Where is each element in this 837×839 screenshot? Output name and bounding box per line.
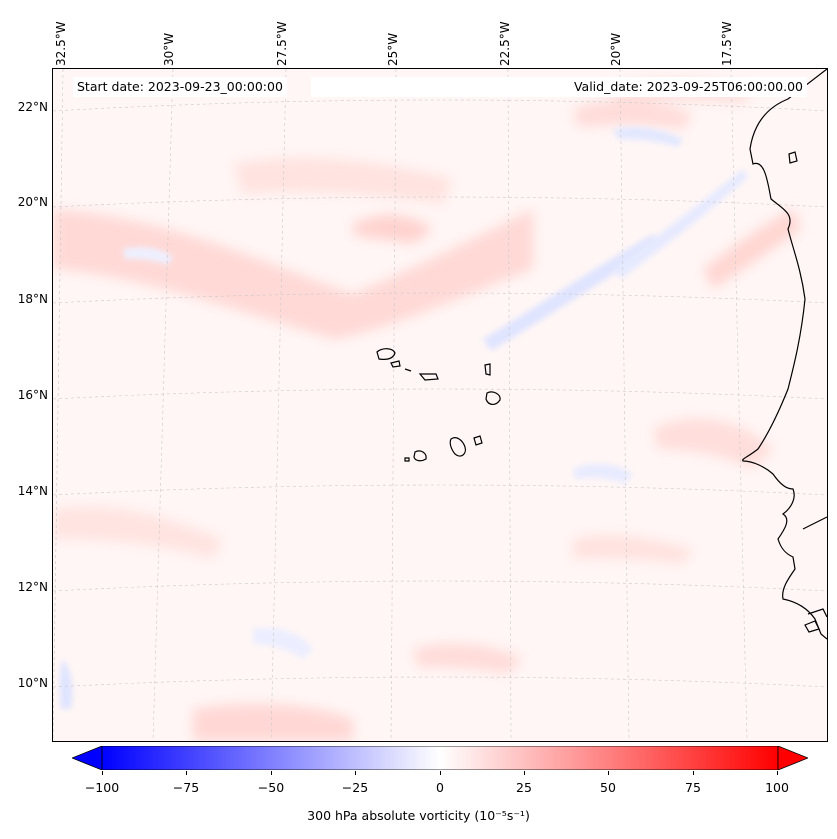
colorbar-tick-label: −25: [341, 780, 369, 795]
colorbar-tick-label: −50: [257, 780, 285, 795]
start-date-label: Start date: 2023-09-23_00:00:00: [73, 77, 287, 97]
colorbar-gradient: [101, 746, 779, 770]
lat-label-18n: 18°N: [17, 292, 48, 306]
colorbar-min-arrow: [72, 746, 103, 770]
lon-label-32-5w: 32.5°W: [54, 21, 68, 66]
lon-label-20w: 20°W: [609, 32, 623, 66]
negative-vorticity-streaks: [59, 127, 748, 709]
lon-label-27-5w: 27.5°W: [275, 21, 289, 66]
lat-label-20n: 20°N: [17, 195, 48, 209]
cb-tickmark: [693, 771, 694, 775]
cb-tickmark: [102, 771, 103, 775]
colorbar-label: 300 hPa absolute vorticity (10⁻⁵s⁻¹): [307, 808, 530, 823]
colorbar-tick-label: 0: [436, 780, 444, 795]
colorbar-max-arrow: [777, 746, 808, 770]
cb-tickmark: [355, 771, 356, 775]
colorbar-tick-label: 75: [685, 780, 701, 795]
coastline: [742, 69, 827, 640]
valid-date-label: Valid_date: 2023-09-25T06:00:00.00: [541, 77, 807, 97]
colorbar-tick-label: 50: [600, 780, 616, 795]
lon-label-22-5w: 22.5°W: [498, 21, 512, 66]
lat-label-10n: 10°N: [17, 676, 48, 690]
positive-vorticity-bands: [53, 79, 801, 741]
cb-tickmark: [186, 771, 187, 775]
lat-label-12n: 12°N: [17, 580, 48, 594]
lon-label-30w: 30°W: [162, 32, 176, 66]
graticule: [53, 69, 827, 741]
colorbar-tick-label: −75: [172, 780, 200, 795]
cape-verde-islands: [376, 348, 501, 462]
colorbar-tick-label: 25: [516, 780, 532, 795]
colorbar-tick-label: 100: [765, 780, 789, 795]
lat-label-16n: 16°N: [17, 388, 48, 402]
lon-label-25w: 25°W: [386, 32, 400, 66]
lat-label-22n: 22°N: [17, 100, 48, 114]
cb-tickmark: [608, 771, 609, 775]
lon-label-17-5w: 17.5°W: [720, 21, 734, 66]
vorticity-map: Start date: 2023-09-23_00:00:00 Valid_da…: [52, 68, 828, 742]
cb-tickmark: [271, 771, 272, 775]
field-background: [53, 69, 827, 741]
colorbar-tick-label: −100: [84, 780, 120, 795]
map-canvas: [53, 69, 827, 741]
lat-label-14n: 14°N: [17, 484, 48, 498]
cb-tickmark: [524, 771, 525, 775]
cb-tickmark: [440, 771, 441, 775]
colorbar: [72, 746, 808, 770]
cb-tickmark: [777, 771, 778, 775]
date-bar-fill: [311, 77, 541, 97]
